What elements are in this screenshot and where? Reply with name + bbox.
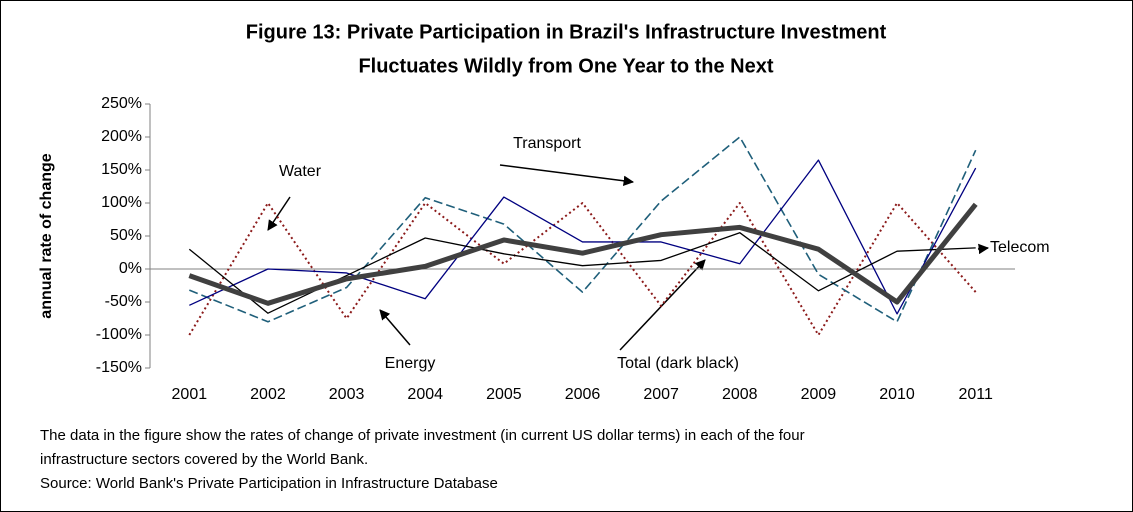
y-tick-label: -100% bbox=[96, 326, 142, 343]
series-label: Telecom bbox=[990, 239, 1050, 256]
annotation-arrows bbox=[267, 164, 990, 351]
series-label: Total (dark black) bbox=[617, 355, 739, 372]
x-tick-label: 2002 bbox=[250, 386, 286, 403]
y-tick-label: 200% bbox=[101, 128, 142, 145]
y-tick-label: 150% bbox=[101, 161, 142, 178]
arrow bbox=[267, 196, 291, 231]
series-line bbox=[188, 202, 978, 306]
y-tick-label: 0% bbox=[119, 260, 142, 277]
series-line bbox=[189, 136, 977, 323]
x-tick-label: 2008 bbox=[722, 386, 758, 403]
y-tick-label: 50% bbox=[110, 227, 142, 244]
series-line bbox=[189, 159, 977, 315]
y-tick-label: -150% bbox=[96, 359, 142, 376]
x-tick-label: 2004 bbox=[407, 386, 443, 403]
series-label: Water bbox=[279, 163, 322, 180]
y-tick-label: 100% bbox=[101, 194, 142, 211]
arrow bbox=[499, 164, 635, 187]
y-tick-label: -50% bbox=[105, 293, 142, 310]
leader-line bbox=[977, 243, 990, 255]
series-label: Transport bbox=[513, 135, 581, 152]
arrow bbox=[379, 309, 411, 346]
x-tick-label: 2010 bbox=[879, 386, 915, 403]
arrow bbox=[619, 259, 706, 351]
x-tick-label: 2011 bbox=[958, 386, 993, 403]
x-tick-label: 2005 bbox=[486, 386, 522, 403]
chart-title: Fluctuates Wildly from One Year to the N… bbox=[358, 55, 773, 77]
y-tick-label: 250% bbox=[101, 95, 142, 112]
x-tick-label: 2003 bbox=[329, 386, 365, 403]
series-label: Energy bbox=[385, 355, 436, 372]
x-tick-label: 2007 bbox=[643, 386, 679, 403]
x-tick-label: 2001 bbox=[172, 386, 208, 403]
y-axis-label: annual rate of change bbox=[38, 153, 55, 318]
x-tick-label: 2006 bbox=[565, 386, 601, 403]
note: infrastructure sectors covered by the Wo… bbox=[40, 451, 368, 468]
chart-title: Figure 13: Private Participation in Braz… bbox=[246, 21, 887, 43]
note: Source: World Bank's Private Participati… bbox=[40, 475, 498, 492]
x-tick-label: 2009 bbox=[801, 386, 837, 403]
note: The data in the figure show the rates of… bbox=[40, 427, 805, 444]
